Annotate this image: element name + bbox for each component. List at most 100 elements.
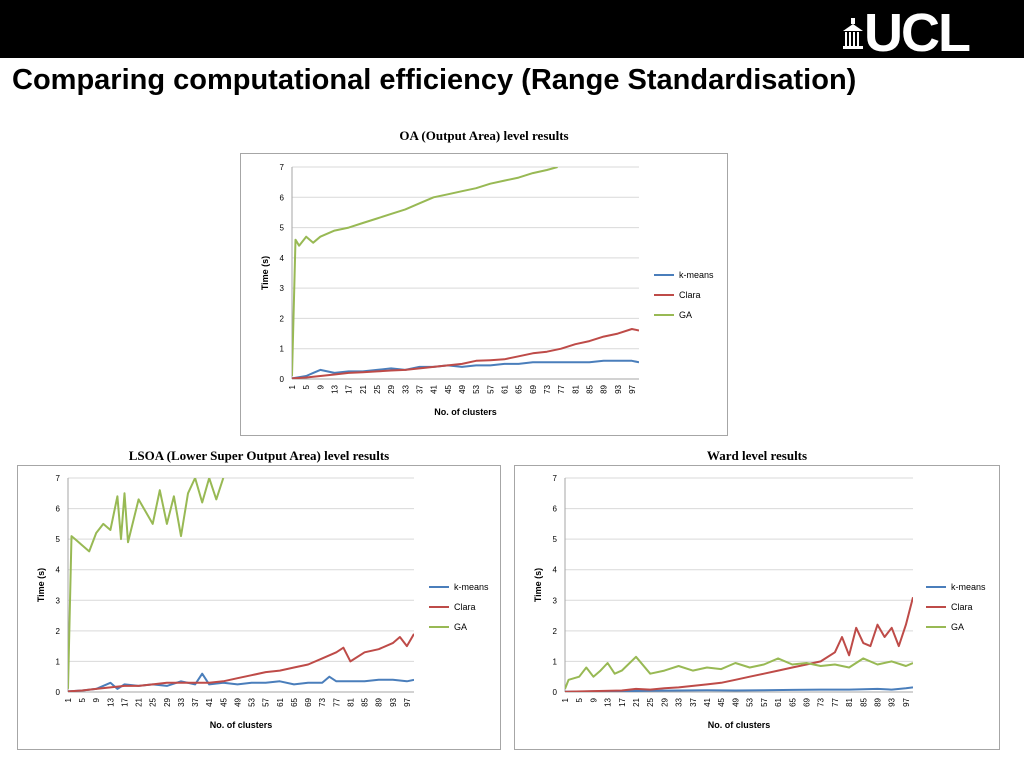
x-tick-label: 1 (64, 697, 73, 702)
series-line-kmeans (68, 672, 414, 692)
x-tick-label: 13 (330, 384, 339, 393)
x-tick-label: 33 (177, 697, 186, 706)
x-tick-label: 69 (529, 384, 538, 393)
x-tick-label: 33 (675, 697, 684, 706)
y-tick-label: 1 (553, 657, 558, 666)
x-tick-label: 93 (389, 697, 398, 706)
x-tick-label: 85 (859, 697, 868, 706)
y-tick-label: 2 (56, 627, 61, 636)
x-tick-label: 37 (415, 384, 424, 393)
y-tick-label: 0 (280, 375, 285, 384)
y-tick-label: 3 (553, 596, 558, 605)
x-tick-label: 45 (444, 384, 453, 393)
chart-ward: 0 1 2 3 4 5 6 7 1 5 9 13 17 21 25 29 33 37 41 45 49 53 57 61 65 6… (514, 465, 1000, 750)
x-tick-label: 93 (888, 697, 897, 706)
legend-label: Clara (951, 602, 973, 612)
x-tick-label: 5 (302, 384, 311, 389)
y-tick-label: 2 (553, 627, 558, 636)
top-bar: UCL (0, 0, 1024, 63)
x-tick-label: 69 (304, 697, 313, 706)
x-tick-label: 21 (359, 384, 368, 393)
y-axis-label: Time (s) (533, 568, 543, 602)
x-tick-label: 17 (345, 384, 354, 393)
y-tick-label: 5 (280, 224, 285, 233)
x-tick-label: 97 (628, 384, 637, 393)
x-axis-label: No. of clusters (434, 407, 497, 417)
chart-oa: 0 1 2 3 4 5 6 7 1 5 9 13 17 21 25 29 33 37 41 45 49 53 57 61 65 6… (240, 153, 728, 436)
series-line-ga (292, 167, 558, 377)
y-tick-label: 7 (553, 474, 558, 483)
x-tick-label: 81 (845, 697, 854, 706)
portico-icon (843, 18, 863, 49)
chart-title-oa: OA (Output Area) level results (399, 128, 569, 143)
x-tick-label: 65 (515, 384, 524, 393)
x-tick-label: 25 (373, 384, 382, 393)
series-line-ga (68, 478, 225, 689)
legend-label: k-means (454, 582, 489, 592)
x-tick-label: 41 (430, 384, 439, 393)
series-line-kmeans (292, 359, 639, 379)
series-line-clara (68, 633, 414, 692)
y-tick-label: 7 (56, 474, 61, 483)
x-tick-label: 9 (316, 384, 325, 389)
legend-label: Clara (679, 290, 701, 300)
x-tick-label: 89 (375, 697, 384, 706)
y-axis-label: Time (s) (260, 256, 270, 290)
x-tick-label: 37 (191, 697, 200, 706)
legend-label: k-means (951, 582, 986, 592)
x-tick-label: 89 (873, 697, 882, 706)
x-tick-label: 77 (831, 697, 840, 706)
series-line-clara (292, 328, 639, 379)
x-tick-label: 29 (163, 697, 172, 706)
x-tick-label: 65 (788, 697, 797, 706)
x-tick-label: 5 (575, 697, 584, 702)
y-tick-label: 5 (56, 535, 61, 544)
legend-label: GA (679, 310, 692, 320)
x-tick-label: 57 (486, 384, 495, 393)
x-tick-label: 9 (92, 697, 101, 702)
y-tick-label: 1 (56, 657, 61, 666)
x-tick-label: 53 (248, 697, 257, 706)
x-tick-label: 57 (262, 697, 271, 706)
x-tick-label: 77 (557, 384, 566, 393)
y-tick-label: 3 (56, 596, 61, 605)
x-tick-label: 21 (135, 697, 144, 706)
y-tick-label: 0 (56, 688, 61, 697)
series-line-ga (565, 655, 913, 690)
x-tick-label: 53 (746, 697, 755, 706)
x-tick-label: 97 (902, 697, 911, 706)
x-tick-label: 5 (78, 697, 87, 702)
x-tick-label: 49 (731, 697, 740, 706)
x-tick-label: 41 (205, 697, 214, 706)
x-tick-label: 1 (561, 697, 570, 702)
y-tick-label: 4 (56, 566, 61, 575)
x-tick-label: 25 (149, 697, 158, 706)
x-tick-label: 45 (717, 697, 726, 706)
legend-label: Clara (454, 602, 476, 612)
x-tick-label: 17 (120, 697, 129, 706)
legend-label: GA (454, 622, 467, 632)
chart-title-lsoa: LSOA (Lower Super Output Area) level res… (128, 448, 390, 463)
y-tick-label: 6 (56, 505, 61, 514)
x-tick-label: 13 (106, 697, 115, 706)
x-tick-label: 49 (458, 384, 467, 393)
x-tick-label: 73 (543, 384, 552, 393)
y-tick-label: 0 (553, 688, 558, 697)
x-tick-label: 81 (571, 384, 580, 393)
x-tick-label: 61 (774, 697, 783, 706)
x-tick-label: 97 (403, 697, 412, 706)
x-tick-label: 69 (802, 697, 811, 706)
legend-label: GA (951, 622, 964, 632)
x-tick-label: 41 (703, 697, 712, 706)
x-tick-label: 73 (318, 697, 327, 706)
page-title: Comparing computational efficiency (Rang… (12, 64, 857, 96)
x-tick-label: 29 (660, 697, 669, 706)
x-tick-label: 45 (219, 697, 228, 706)
x-tick-label: 1 (288, 384, 297, 389)
chart-lsoa: 0 1 2 3 4 5 6 7 1 5 9 13 17 21 25 29 33 37 41 45 49 53 57 61 65 6… (17, 465, 501, 750)
y-tick-label: 6 (280, 193, 285, 202)
x-tick-label: 93 (614, 384, 623, 393)
